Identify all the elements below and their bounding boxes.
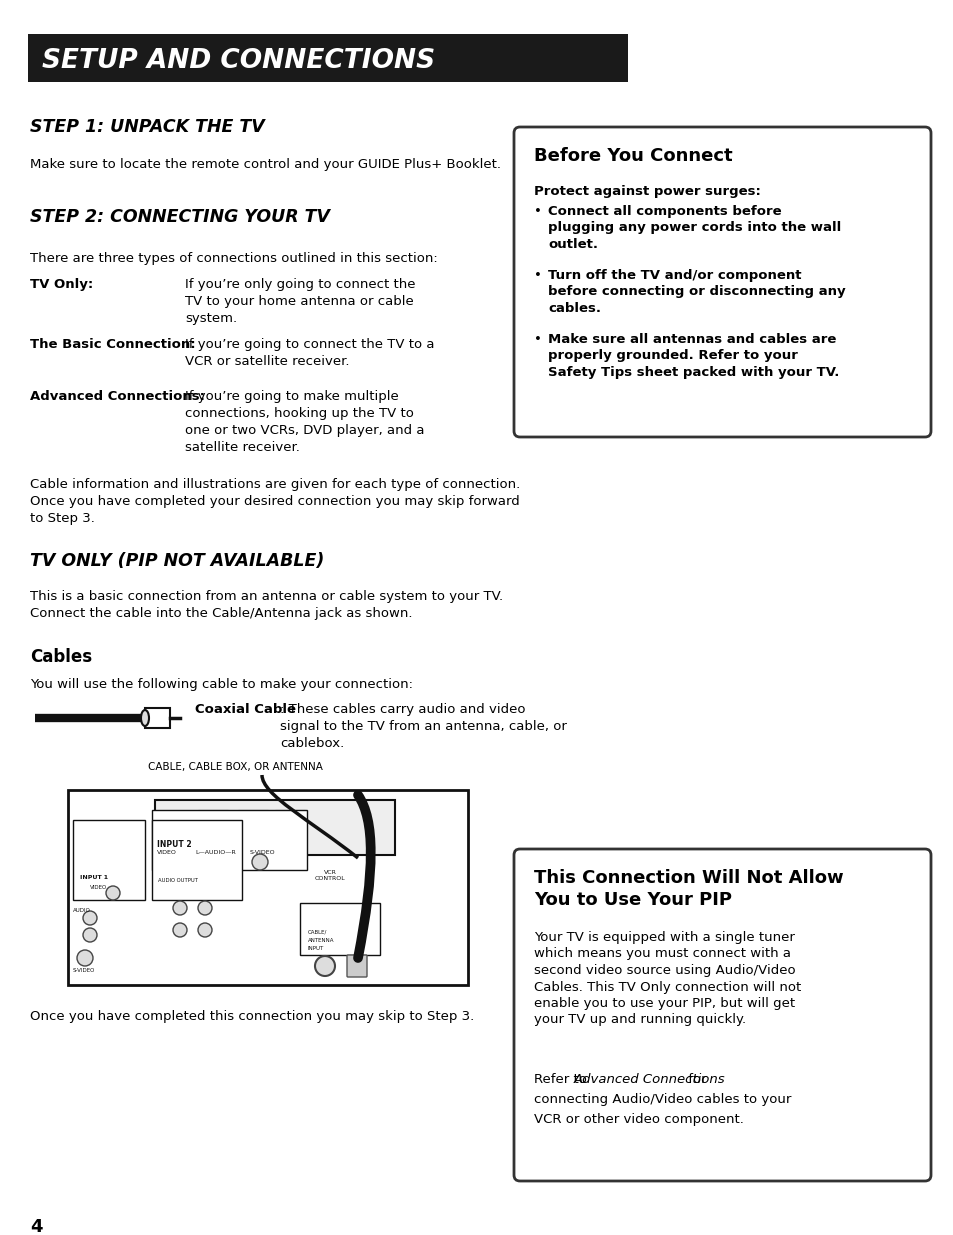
Text: VCR
CONTROL: VCR CONTROL (314, 869, 345, 881)
Circle shape (106, 885, 120, 900)
Text: Connect all components before
plugging any power cords into the wall
outlet.: Connect all components before plugging a… (547, 205, 841, 251)
Text: Turn off the TV and/or component
before connecting or disconnecting any
cables.: Turn off the TV and/or component before … (547, 269, 844, 315)
Circle shape (160, 853, 175, 869)
Text: VIDEO: VIDEO (90, 885, 107, 890)
Text: The Basic Connection:: The Basic Connection: (30, 338, 195, 351)
Text: VIDEO: VIDEO (157, 850, 176, 855)
Text: •: • (534, 205, 541, 219)
Ellipse shape (141, 710, 149, 726)
Text: INPUT 1: INPUT 1 (80, 876, 108, 881)
Bar (280, 811, 286, 826)
Bar (145, 708, 170, 727)
Bar (203, 811, 209, 826)
Text: S-VIDEO: S-VIDEO (73, 968, 95, 973)
Text: TV ONLY (PIP NOT AVAILABLE): TV ONLY (PIP NOT AVAILABLE) (30, 552, 324, 571)
Bar (68, 790, 468, 986)
Text: INPUT 2: INPUT 2 (157, 840, 192, 848)
Circle shape (77, 950, 92, 966)
Bar (253, 811, 258, 826)
Bar (221, 811, 227, 826)
Bar (261, 811, 267, 826)
Text: CABLE, CABLE BOX, OR ANTENNA: CABLE, CABLE BOX, OR ANTENNA (148, 762, 322, 772)
Text: There are three types of connections outlined in this section:: There are three types of connections out… (30, 252, 437, 266)
Bar (152, 820, 242, 900)
Text: INPUT: INPUT (308, 946, 324, 951)
Text: Coaxial Cable: Coaxial Cable (194, 703, 295, 716)
Text: Before You Connect: Before You Connect (534, 147, 732, 165)
Text: Make sure all antennas and cables are
properly grounded. Refer to your
Safety Ti: Make sure all antennas and cables are pr… (547, 333, 839, 379)
FancyBboxPatch shape (514, 848, 930, 1181)
Bar (237, 810, 268, 827)
Text: Cables: Cables (30, 648, 92, 666)
Text: TV Only:: TV Only: (30, 278, 93, 291)
Bar (274, 810, 305, 827)
Text: : These cables carry audio and video
signal to the TV from an antenna, cable, or: : These cables carry audio and video sig… (280, 703, 566, 750)
Text: ANTENNA: ANTENNA (308, 939, 335, 944)
Text: 4: 4 (30, 1218, 43, 1235)
Bar (198, 810, 228, 827)
Text: Your TV is equipped with a single tuner
which means you must connect with a
seco: Your TV is equipped with a single tuner … (534, 931, 801, 1026)
Text: Once you have completed this connection you may skip to Step 3.: Once you have completed this connection … (30, 1010, 474, 1023)
Bar (243, 811, 249, 826)
Text: AUDIO: AUDIO (73, 908, 91, 913)
Text: •: • (534, 269, 541, 282)
Text: SETUP AND CONNECTIONS: SETUP AND CONNECTIONS (42, 48, 435, 74)
Circle shape (172, 902, 187, 915)
Text: VCR or other video component.: VCR or other video component. (534, 1113, 743, 1126)
Text: This is a basic connection from an antenna or cable system to your TV.
Connect t: This is a basic connection from an anten… (30, 590, 502, 620)
Text: AUDIO OUTPUT: AUDIO OUTPUT (158, 878, 198, 883)
Circle shape (198, 923, 212, 937)
Text: Make sure to locate the remote control and your GUIDE Plus+ Booklet.: Make sure to locate the remote control a… (30, 158, 500, 170)
Text: Refer to: Refer to (534, 1073, 591, 1086)
Text: CABLE/: CABLE/ (308, 930, 327, 935)
FancyBboxPatch shape (347, 955, 367, 977)
Bar (154, 800, 395, 855)
Text: If you’re going to connect the TV to a
VCR or satellite receiver.: If you’re going to connect the TV to a V… (185, 338, 434, 368)
Circle shape (172, 923, 187, 937)
Bar (73, 820, 145, 900)
Bar (299, 903, 379, 955)
Circle shape (83, 927, 97, 942)
Text: If you’re going to make multiple
connections, hooking up the TV to
one or two VC: If you’re going to make multiple connect… (185, 390, 424, 454)
Bar (28, 35, 627, 82)
Bar (213, 811, 219, 826)
Circle shape (198, 902, 212, 915)
Circle shape (83, 911, 97, 925)
Text: If you’re only going to connect the
TV to your home antenna or cable
system.: If you’re only going to connect the TV t… (185, 278, 416, 325)
Text: You will use the following cable to make your connection:: You will use the following cable to make… (30, 678, 413, 692)
Text: L—AUDIO—R: L—AUDIO—R (194, 850, 235, 855)
Text: Protect against power surges:: Protect against power surges: (534, 185, 760, 198)
Text: •: • (534, 333, 541, 346)
Circle shape (222, 853, 237, 869)
Text: for: for (683, 1073, 706, 1086)
Text: Advanced Connections:: Advanced Connections: (30, 390, 205, 403)
FancyBboxPatch shape (514, 127, 930, 437)
Text: STEP 2: CONNECTING YOUR TV: STEP 2: CONNECTING YOUR TV (30, 207, 330, 226)
Circle shape (314, 956, 335, 976)
Circle shape (252, 853, 268, 869)
Text: This Connection Will Not Allow
You to Use Your PIP: This Connection Will Not Allow You to Us… (534, 869, 842, 909)
Text: S-VIDEO: S-VIDEO (250, 850, 275, 855)
Text: STEP 1: UNPACK THE TV: STEP 1: UNPACK THE TV (30, 119, 265, 136)
Bar (297, 811, 304, 826)
Text: Advanced Connections: Advanced Connections (574, 1073, 725, 1086)
Bar (152, 810, 307, 869)
Bar (168, 811, 188, 825)
Text: Cable information and illustrations are given for each type of connection.
Once : Cable information and illustrations are … (30, 478, 519, 525)
Circle shape (202, 853, 218, 869)
Text: connecting Audio/Video cables to your: connecting Audio/Video cables to your (534, 1093, 791, 1107)
Bar (290, 811, 295, 826)
